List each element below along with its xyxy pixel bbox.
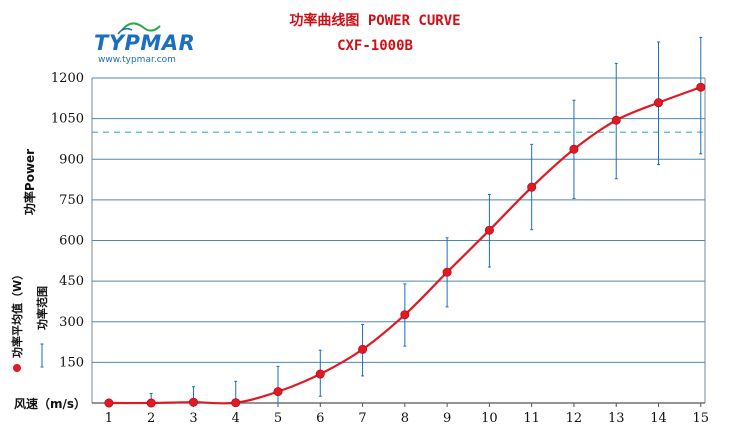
y-tick-label: 1050 bbox=[51, 112, 84, 127]
legend: 功率平均值（W） 功率范围 bbox=[10, 269, 49, 372]
y-axis-label: 功率Power bbox=[22, 149, 37, 215]
chart-title: 功率曲线图 POWER CURVE bbox=[289, 12, 460, 29]
logo-swirl-icon bbox=[121, 22, 161, 32]
y-tick-label: 1200 bbox=[51, 71, 84, 86]
data-point bbox=[400, 310, 410, 320]
data-point bbox=[442, 267, 452, 277]
data-point bbox=[315, 369, 325, 379]
legend-range-label: 功率范围 bbox=[35, 286, 49, 330]
x-axis-label: 风速（m/s） bbox=[14, 396, 86, 411]
data-point bbox=[611, 115, 621, 125]
y-tick-label: 450 bbox=[59, 274, 84, 289]
x-tick-label: 3 bbox=[189, 411, 197, 426]
x-tick-label: 15 bbox=[692, 411, 709, 426]
data-point bbox=[527, 182, 537, 192]
logo-url: www.typmar.com bbox=[98, 55, 176, 65]
x-tick-label: 1 bbox=[105, 411, 113, 426]
x-tick-label: 2 bbox=[147, 411, 155, 426]
data-point bbox=[231, 398, 241, 408]
y-tick-label: 300 bbox=[59, 315, 84, 330]
x-tick-label: 4 bbox=[232, 411, 240, 426]
data-point bbox=[188, 397, 198, 407]
y-tick-label: 600 bbox=[59, 234, 84, 249]
x-tick-label: 5 bbox=[274, 411, 282, 426]
y-tick-label: 750 bbox=[59, 193, 84, 208]
x-tick-label: 10 bbox=[481, 411, 498, 426]
legend-mean-label: 功率平均值（W） bbox=[10, 269, 24, 358]
x-tick-label: 13 bbox=[608, 411, 625, 426]
data-point bbox=[653, 98, 663, 108]
data-point bbox=[146, 398, 156, 408]
x-tick-label: 11 bbox=[523, 411, 540, 426]
data-point bbox=[358, 344, 368, 354]
data-point bbox=[484, 225, 494, 235]
x-tick-label: 9 bbox=[443, 411, 451, 426]
data-point bbox=[104, 398, 114, 408]
x-tick-label: 14 bbox=[650, 411, 667, 426]
x-tick-label: 8 bbox=[401, 411, 409, 426]
logo-swirl-icon-2 bbox=[117, 27, 133, 35]
x-tick-label: 6 bbox=[316, 411, 324, 426]
data-point bbox=[273, 387, 283, 397]
typmar-logo: TYPMAR www.typmar.com bbox=[94, 22, 195, 65]
logo-text: TYPMAR bbox=[94, 31, 195, 55]
x-tick-label: 12 bbox=[566, 411, 583, 426]
legend-mean-marker bbox=[13, 364, 21, 372]
chart-subtitle: CXF-1000B bbox=[337, 38, 413, 54]
data-point bbox=[696, 82, 706, 92]
y-tick-label: 900 bbox=[59, 152, 84, 167]
power-curve-line bbox=[108, 86, 702, 405]
y-tick-label: 150 bbox=[59, 355, 84, 370]
data-point bbox=[569, 144, 579, 154]
x-tick-label: 7 bbox=[358, 411, 366, 426]
